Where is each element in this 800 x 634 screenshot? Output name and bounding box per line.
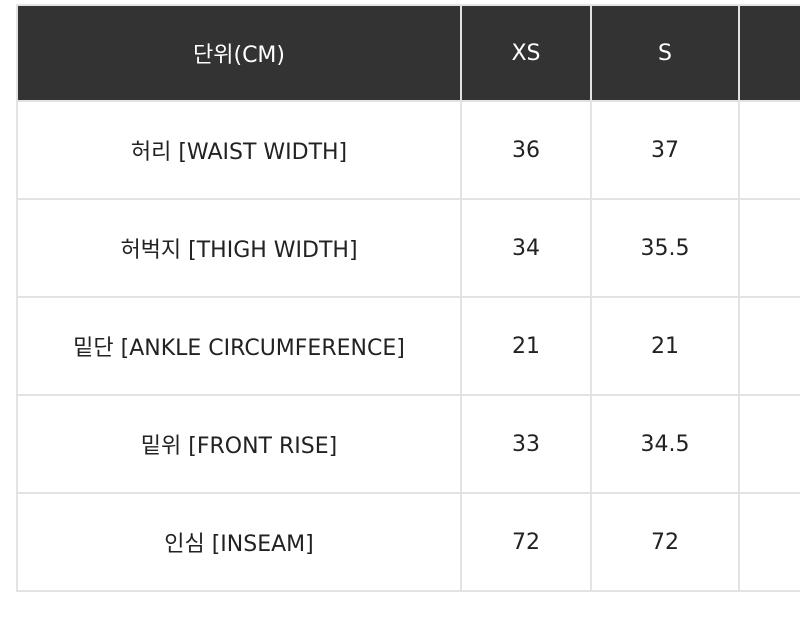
header-row: 단위(CM) XS S xyxy=(16,4,800,102)
size-header-s: S xyxy=(590,4,740,102)
table-row: 밑위 [FRONT RISE] 33 34.5 xyxy=(16,394,800,494)
size-header-extra xyxy=(738,4,800,102)
value-xs: 33 xyxy=(460,394,592,494)
value-xs: 34 xyxy=(460,198,592,298)
table-row: 허리 [WAIST WIDTH] 36 37 xyxy=(16,100,800,200)
value-s: 72 xyxy=(590,492,740,592)
measurement-label: 인심 [INSEAM] xyxy=(16,492,462,592)
value-extra xyxy=(738,492,800,592)
value-extra xyxy=(738,198,800,298)
table-row: 밑단 [ANKLE CIRCUMFERENCE] 21 21 xyxy=(16,296,800,396)
value-extra xyxy=(738,394,800,494)
value-extra xyxy=(738,296,800,396)
measurement-label: 허리 [WAIST WIDTH] xyxy=(16,100,462,200)
value-xs: 72 xyxy=(460,492,592,592)
unit-header: 단위(CM) xyxy=(16,4,462,102)
table-row: 인심 [INSEAM] 72 72 xyxy=(16,492,800,592)
measurement-label: 밑단 [ANKLE CIRCUMFERENCE] xyxy=(16,296,462,396)
value-xs: 36 xyxy=(460,100,592,200)
size-chart-table: 단위(CM) XS S 허리 [WAIST WIDTH] 36 37 허벅지 [… xyxy=(16,4,800,592)
value-xs: 21 xyxy=(460,296,592,396)
measurement-label: 허벅지 [THIGH WIDTH] xyxy=(16,198,462,298)
value-s: 21 xyxy=(590,296,740,396)
value-s: 35.5 xyxy=(590,198,740,298)
measurement-label: 밑위 [FRONT RISE] xyxy=(16,394,462,494)
size-header-xs: XS xyxy=(460,4,592,102)
value-s: 34.5 xyxy=(590,394,740,494)
value-s: 37 xyxy=(590,100,740,200)
value-extra xyxy=(738,100,800,200)
table-row: 허벅지 [THIGH WIDTH] 34 35.5 xyxy=(16,198,800,298)
